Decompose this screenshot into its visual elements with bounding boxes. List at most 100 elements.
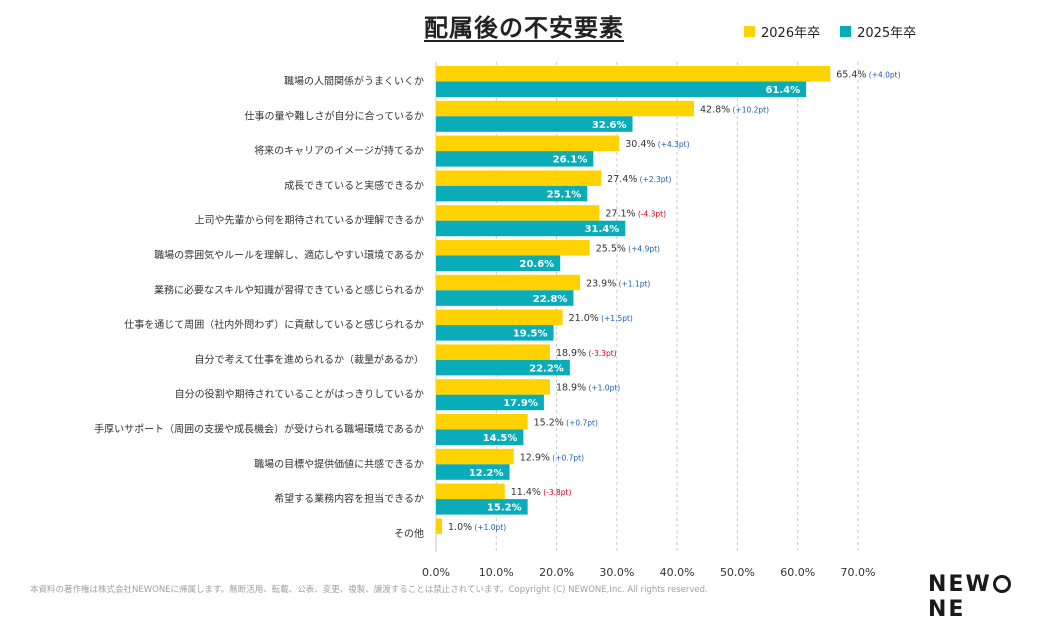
bar-2026 [436,66,831,82]
chart-title: 配属後の不安要素 [424,14,624,42]
data-label-2026: 30.4% [625,139,655,150]
diff-label: (+0.7pt) [566,419,598,428]
diff-label: (+1.0pt) [588,384,620,393]
bar-2025 [436,499,528,515]
data-label-2025: 31.4% [585,224,620,235]
x-tick-label: 30.0% [599,566,634,579]
bar-2025 [436,116,633,132]
copyright-footer: 本資料の著作権は株式会社NEWONEに帰属します。無断活用、転載、公表、変更、複… [30,585,708,595]
bar-2025 [436,464,510,480]
bar-chart: 0.0% 10.0% 20.0% 30.0% 40.0% 50.0% 60.0% 70.0% 職… [94,62,901,579]
category-label: 手厚いサポート（周囲の支援や成長機会）が受けられる職場環境であるか [94,423,424,436]
data-label-2025: 22.8% [533,294,568,305]
category-label: 自分の役割や期待されていることがはっきりしているか [175,388,424,401]
data-label-2025: 25.1% [547,189,582,200]
bar-2026 [436,170,602,186]
category-label: 職場の雰囲気やルールを理解し、適応しやすい環境であるか [154,249,424,262]
diff-label: (+1.1pt) [619,279,651,288]
chart-legend: 2026年卒 2025年卒 [744,22,916,41]
data-label-2025: 19.5% [513,329,548,340]
data-label-2026: 11.4% [511,487,541,498]
diff-label: (+2.3pt) [640,175,672,184]
data-label-2025: 15.2% [487,503,522,514]
bar-2026 [436,240,590,256]
newone-logo: NEWNE [928,572,1040,622]
category-label: 自分で考えて仕事を進められるか（裁量があるか） [195,353,425,366]
bar-2026 [436,135,620,152]
bar-2026 [436,309,563,326]
x-tick-label: 20.0% [539,566,574,579]
legend-item-2025: 2025年卒 [840,22,916,41]
data-label-2025: 12.2% [469,468,504,479]
data-label-2025: 14.5% [483,433,518,444]
x-tick-label: 40.0% [660,566,695,579]
data-label-2026: 21.0% [569,313,599,324]
category-label: 成長できていると実感できるか [284,179,424,192]
diff-label: (+10.2pt) [733,105,770,114]
diff-label: (+1.0pt) [474,523,506,532]
legend-label-2026: 2026年卒 [761,26,821,41]
data-label-2026: 18.9% [556,348,586,359]
bar-2025 [436,359,570,376]
bar-2026 [436,414,528,430]
bar-2025 [436,151,594,167]
legend-swatch-2026 [744,26,755,37]
diff-label: (-3.8pt) [543,488,571,497]
x-tick-label: 60.0% [780,566,815,579]
category-label: 職場の人間関係がうまくいくか [284,75,424,88]
bar-2025 [436,255,561,271]
data-label-2025: 26.1% [553,155,588,166]
data-label-2025: 32.6% [592,120,627,131]
bar-2025 [436,394,544,411]
bar-2026 [436,100,695,117]
data-label-2026: 65.4% [836,70,866,81]
bar-2026 [436,518,443,534]
diff-label: (+1.5pt) [601,314,633,323]
data-label-2026: 18.9% [556,383,586,394]
diff-label: (+0.7pt) [552,453,584,462]
data-label-2026: 15.2% [534,418,564,429]
bar-2026 [436,483,505,500]
category-label: 将来のキャリアのイメージが持てるか [254,144,424,157]
x-tick-label: 50.0% [720,566,755,579]
bar-2025 [436,325,554,341]
x-tick-label: 70.0% [841,566,876,579]
legend-item-2026: 2026年卒 [744,22,820,41]
data-label-2025: 20.6% [519,259,554,270]
bar-2025 [436,429,524,445]
diff-label: (-4.3pt) [638,210,666,219]
category-label: 仕事を通じて周囲（社内外問わず）に貢献していると感じられるか [124,318,424,331]
bar-2025 [436,290,574,306]
bar-2026 [436,205,600,221]
bar-2025 [436,81,807,97]
data-label-2026: 27.1% [605,209,635,220]
x-tick-label: 0.0% [422,566,450,579]
category-label: 仕事の量や難しさが自分に合っているか [245,109,425,122]
data-label-2025: 61.4% [765,85,800,96]
data-label-2026: 27.4% [607,174,637,185]
data-label-2025: 22.2% [529,363,564,374]
bar-2026 [436,379,550,395]
data-label-2025: 17.9% [503,398,538,409]
data-label-2026: 42.8% [700,104,730,115]
data-label-2026: 12.9% [520,452,550,463]
diff-label: (+4.3pt) [658,140,690,149]
data-label-2026: 1.0% [448,522,472,533]
category-label: その他 [394,527,424,540]
category-label: 業務に必要なスキルや知識が習得できていると感じられるか [154,283,424,296]
category-label: 職場の目標や提供価値に共感できるか [254,457,424,470]
bar-2026 [436,344,550,360]
legend-label-2025: 2025年卒 [857,26,917,41]
bar-2026 [436,274,581,291]
x-tick-label: 10.0% [479,566,514,579]
data-label-2026: 23.9% [586,278,616,289]
diff-label: (-3.3pt) [588,349,616,358]
legend-swatch-2025 [840,26,852,37]
category-label: 上司や先輩から何を期待されているか理解できるか [195,214,425,227]
category-label: 希望する業務内容を担当できるか [274,492,424,505]
diff-label: (+4.0pt) [869,71,901,80]
bar-2025 [436,220,626,237]
diff-label: (+4.9pt) [628,245,660,254]
bar-2025 [436,185,588,202]
data-label-2026: 25.5% [596,244,626,255]
